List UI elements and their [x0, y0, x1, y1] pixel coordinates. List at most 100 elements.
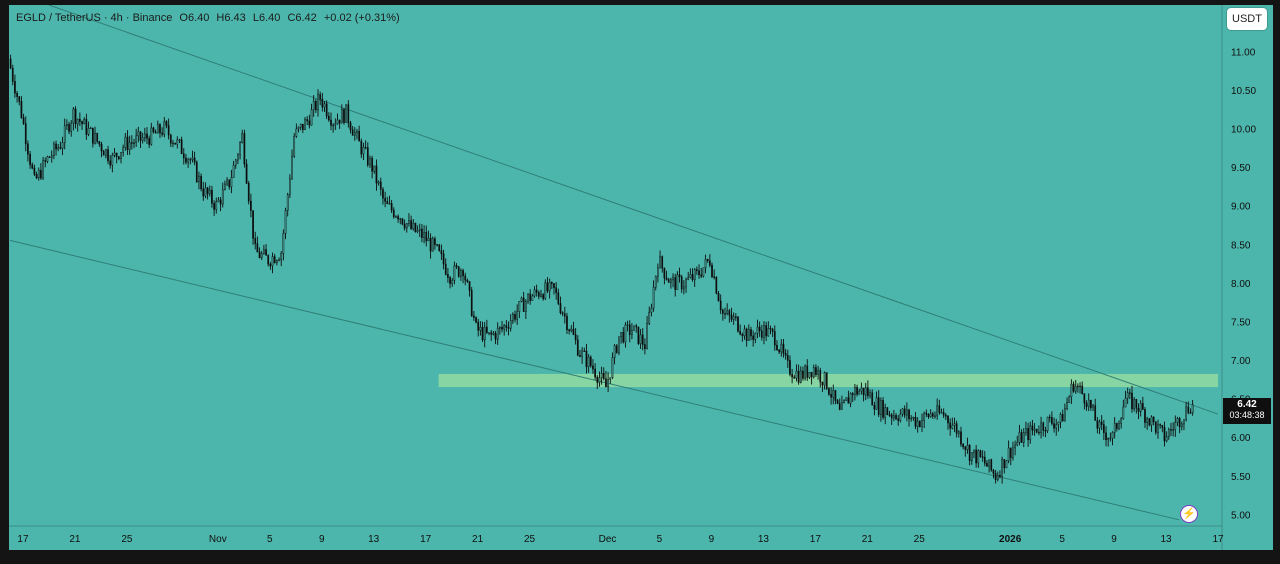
candle[interactable] [1107, 437, 1110, 447]
candle[interactable] [358, 125, 360, 142]
candle[interactable] [503, 324, 506, 336]
candle[interactable] [111, 152, 114, 173]
candle[interactable] [327, 112, 330, 122]
candle[interactable] [1150, 415, 1153, 432]
candle[interactable] [918, 420, 921, 428]
candle[interactable] [1077, 383, 1079, 393]
candle[interactable] [548, 278, 551, 299]
candle[interactable] [505, 320, 508, 332]
candle[interactable] [514, 310, 516, 323]
candle[interactable] [347, 100, 350, 128]
candle[interactable] [516, 304, 519, 325]
candle[interactable] [462, 268, 464, 284]
candle[interactable] [79, 112, 81, 127]
candle[interactable] [14, 74, 16, 98]
candle[interactable] [797, 364, 800, 385]
candle[interactable] [1079, 382, 1081, 394]
candle[interactable] [1053, 417, 1055, 433]
candle[interactable] [522, 291, 525, 312]
candle[interactable] [185, 153, 187, 165]
candle[interactable] [1163, 421, 1166, 447]
candle[interactable] [276, 259, 278, 266]
candle[interactable] [323, 101, 326, 112]
candle[interactable] [542, 293, 545, 301]
candle[interactable] [206, 186, 209, 200]
candle[interactable] [633, 325, 635, 331]
candle[interactable] [431, 236, 434, 252]
candle[interactable] [105, 148, 107, 159]
candle[interactable] [490, 329, 493, 341]
candle[interactable] [1189, 408, 1192, 414]
candle[interactable] [180, 136, 183, 155]
candle[interactable] [273, 253, 276, 264]
candle[interactable] [810, 371, 813, 385]
candle[interactable] [953, 417, 956, 432]
candle[interactable] [1074, 380, 1077, 394]
candle[interactable] [386, 196, 389, 205]
candle[interactable] [1144, 406, 1146, 429]
candle[interactable] [392, 207, 395, 219]
candle[interactable] [884, 403, 887, 425]
candle[interactable] [537, 290, 540, 300]
candle[interactable] [481, 321, 484, 342]
candle[interactable] [397, 214, 399, 223]
candle[interactable] [366, 142, 369, 168]
candle[interactable] [475, 316, 477, 324]
candle[interactable] [540, 289, 542, 298]
candle[interactable] [306, 116, 309, 126]
candle[interactable] [256, 236, 259, 253]
candle[interactable] [784, 349, 787, 360]
candle[interactable] [847, 390, 850, 404]
candle[interactable] [83, 117, 86, 125]
candle[interactable] [858, 388, 861, 395]
candle[interactable] [425, 225, 428, 247]
candle[interactable] [901, 407, 904, 417]
candle[interactable] [336, 113, 339, 125]
candle[interactable] [773, 325, 776, 351]
candle[interactable] [163, 116, 166, 138]
candle[interactable] [767, 321, 770, 337]
candle[interactable] [146, 127, 148, 145]
candle[interactable] [237, 153, 239, 165]
candle[interactable] [252, 210, 254, 245]
candle[interactable] [364, 140, 367, 150]
candle[interactable] [973, 449, 975, 459]
candle[interactable] [42, 156, 44, 180]
candle[interactable] [947, 415, 949, 430]
candle[interactable] [897, 414, 900, 426]
candle[interactable] [559, 296, 562, 315]
candle[interactable] [1157, 419, 1159, 439]
candle[interactable] [921, 413, 923, 433]
candle[interactable] [499, 326, 501, 335]
candle[interactable] [893, 409, 895, 422]
candle[interactable] [607, 372, 609, 392]
candle[interactable] [258, 247, 261, 259]
candle[interactable] [789, 355, 791, 377]
candle[interactable] [1081, 381, 1084, 395]
candle[interactable] [873, 401, 876, 416]
candle[interactable] [345, 104, 348, 123]
candle[interactable] [470, 287, 473, 317]
candle[interactable] [351, 125, 354, 136]
candle[interactable] [620, 332, 622, 344]
candle[interactable] [756, 319, 759, 339]
candle[interactable] [438, 243, 441, 252]
candle[interactable] [412, 219, 415, 231]
candle[interactable] [706, 258, 709, 263]
candle[interactable] [1038, 425, 1040, 436]
candle[interactable] [696, 266, 698, 275]
candle[interactable] [1135, 398, 1138, 414]
candle[interactable] [808, 371, 811, 380]
candle[interactable] [999, 470, 1001, 479]
candle[interactable] [730, 307, 733, 322]
candle[interactable] [1154, 421, 1157, 435]
candle[interactable] [854, 383, 856, 401]
candle[interactable] [944, 413, 947, 420]
candle[interactable] [1072, 381, 1075, 393]
candle[interactable] [611, 352, 614, 380]
candle[interactable] [1061, 409, 1064, 422]
candle[interactable] [165, 120, 168, 129]
candle[interactable] [269, 262, 272, 270]
candle[interactable] [226, 177, 228, 186]
candle[interactable] [169, 133, 172, 148]
